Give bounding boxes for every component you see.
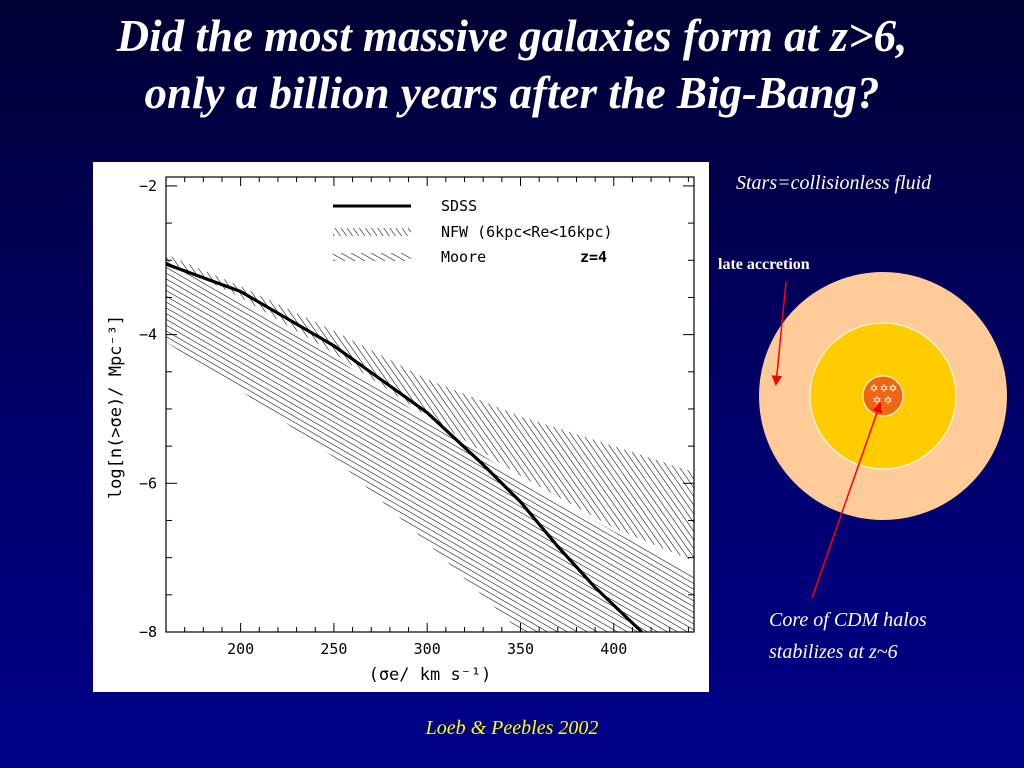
core-note-line-1: Core of CDM halos	[769, 609, 927, 631]
plot-frame	[165, 176, 695, 633]
band-moore	[166, 260, 694, 632]
late-accretion-arrow	[771, 281, 787, 387]
outer-halo-circle	[759, 272, 1007, 520]
chart-legend: SDSS NFW (6kpc<Re<16kpc) Moore z=4	[333, 197, 613, 266]
svg-text:✡: ✡	[869, 382, 878, 395]
y-axis-label: log[n(>σe)/ Mpc⁻³]	[106, 315, 126, 499]
line-sdss	[166, 262, 643, 632]
chart-svg: 200 250 300 350 400 −8 −6 −4 −2 (σe/ km s⁻¹) log…	[106, 176, 695, 685]
legend-redshift-label: z=4	[580, 248, 607, 266]
svg-text:✡: ✡	[888, 382, 897, 395]
core-arrow	[811, 402, 883, 599]
core-circle	[862, 375, 904, 417]
citation: Loeb & Peebles 2002	[425, 717, 599, 739]
y-tick-label: −4	[139, 326, 157, 344]
y-tick-label: −2	[139, 177, 157, 195]
late-accretion-label: late accretion	[718, 256, 810, 273]
svg-text:✡: ✡	[872, 394, 881, 407]
x-axis-label: (σe/ km s⁻¹)	[369, 665, 492, 685]
x-tick-label: 200	[227, 640, 254, 658]
core-note: Core of CDM halos stabilizes at z~6	[769, 604, 927, 668]
svg-text:✡: ✡	[883, 394, 892, 407]
title-line-2: only a billion years after the Big-Bang?	[144, 68, 880, 118]
svg-text:✡: ✡	[874, 402, 883, 415]
x-tick-label: 350	[507, 640, 534, 658]
slide-title: Did the most massive galaxies form at z>…	[0, 8, 1024, 122]
band-nfw	[166, 254, 694, 562]
chart-panel: 200 250 300 350 400 −8 −6 −4 −2 (σe/ km s⁻¹) log…	[93, 162, 709, 692]
stars-icon: ✡ ✡ ✡ ✡ ✡ ✡	[869, 382, 897, 415]
x-tick-label: 250	[320, 640, 347, 658]
y-tick-label: −8	[139, 623, 157, 641]
y-tick-label: −6	[139, 474, 157, 492]
legend-label: SDSS	[441, 197, 477, 215]
legend-label: NFW (6kpc<Re<16kpc)	[441, 223, 613, 241]
title-line-1: Did the most massive galaxies form at z>…	[116, 11, 908, 61]
mid-halo-circle	[809, 322, 957, 470]
legend-label: Moore	[441, 248, 486, 266]
legend-swatch-moore	[333, 253, 411, 261]
x-tick-label: 400	[600, 640, 627, 658]
core-note-line-2: stabilizes at z~6	[769, 641, 898, 663]
stars-note: Stars=collisionless fluid	[736, 172, 932, 194]
legend-swatch-nfw	[333, 228, 411, 236]
x-tick-label: 300	[414, 640, 441, 658]
svg-text:✡: ✡	[879, 382, 888, 395]
